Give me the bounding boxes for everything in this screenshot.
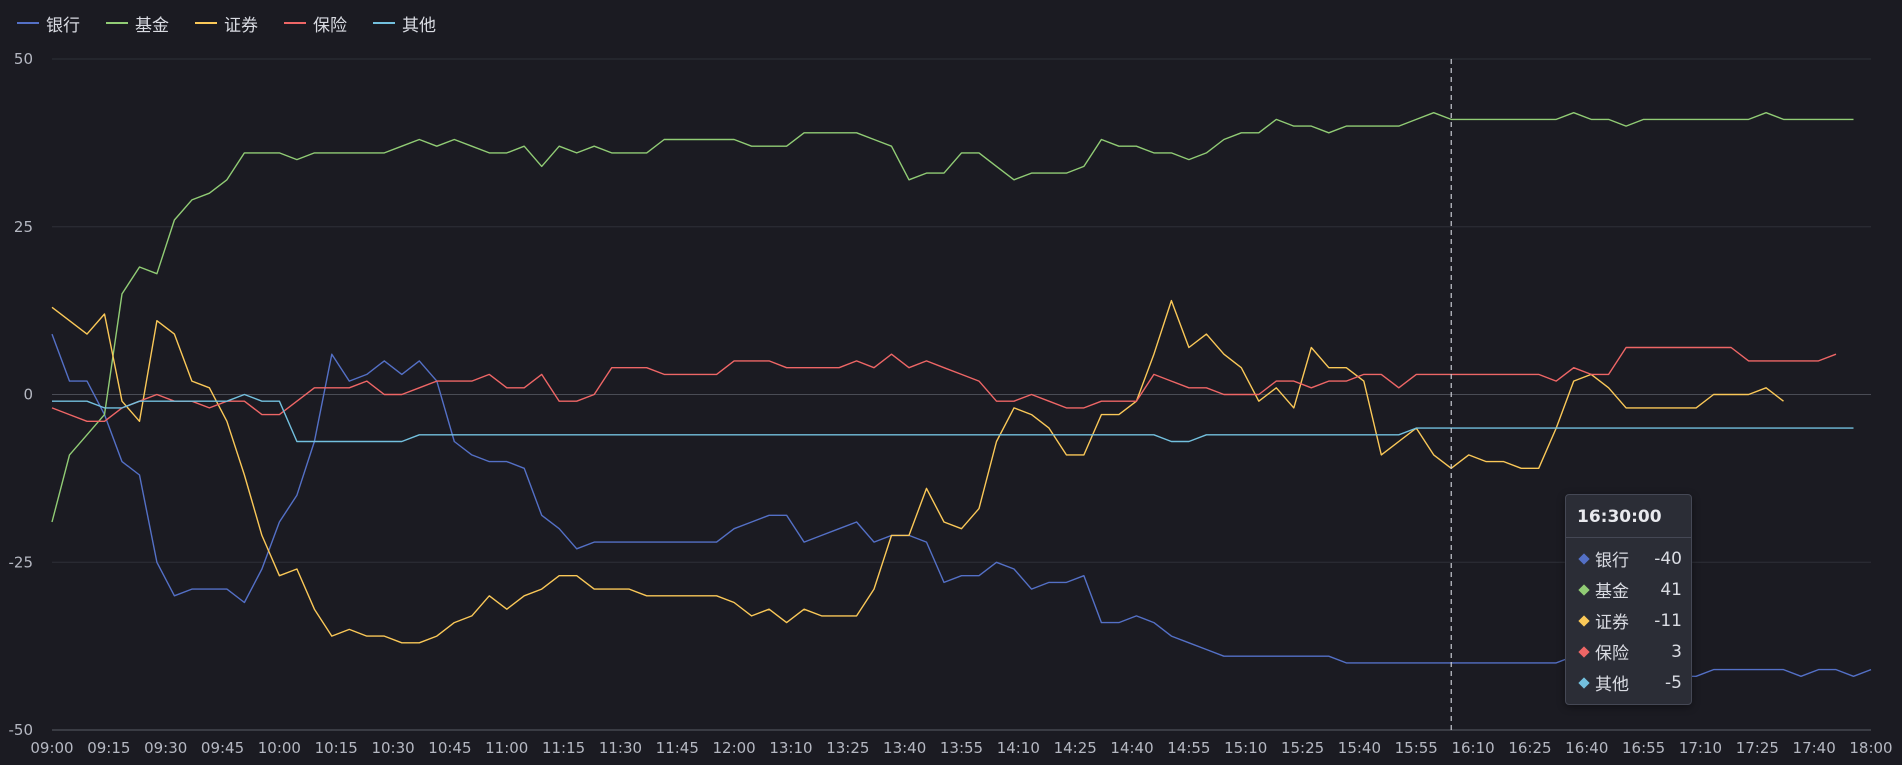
legend-item-fund[interactable]: 基金 xyxy=(106,11,169,36)
tooltip-name-fund: 基金 xyxy=(1595,582,1629,602)
series-line-fund xyxy=(51,111,1854,523)
legend-item-securities[interactable]: 证券 xyxy=(195,11,258,36)
tooltip-name-bank: 银行 xyxy=(1595,551,1629,571)
legend-label-fund: 基金 xyxy=(135,15,169,36)
x-tick-label: 14:10 xyxy=(997,739,1040,757)
x-tick-label: 18:00 xyxy=(1849,739,1892,757)
legend-label-insurance: 保险 xyxy=(313,15,347,36)
legend-item-insurance[interactable]: 保险 xyxy=(284,11,347,36)
legend-swatch-fund xyxy=(106,22,128,24)
x-tick-label: 13:25 xyxy=(826,739,869,757)
x-tick-label: 12:00 xyxy=(713,739,756,757)
x-tick-label: 14:40 xyxy=(1110,739,1153,757)
tooltip-marker-insurance xyxy=(1578,645,1590,658)
series-line-insurance xyxy=(51,346,1837,422)
tooltip-value-securities: -11 xyxy=(1654,610,1682,631)
x-tick-label: 15:10 xyxy=(1224,739,1267,757)
x-tick-label: 09:30 xyxy=(144,739,187,757)
legend-label-other: 其他 xyxy=(402,15,436,36)
legend-swatch-insurance xyxy=(284,22,306,24)
series-line-securities xyxy=(51,299,1784,644)
y-tick-label: -25 xyxy=(9,553,34,571)
x-tick-label: 15:25 xyxy=(1281,739,1324,757)
tooltip: 16:30:00 银行 -40 基金 41 证券 -11 保险 3 其他 -5 xyxy=(1565,494,1692,705)
x-tick-label: 15:40 xyxy=(1338,739,1381,757)
y-tick-label: -50 xyxy=(9,721,34,739)
x-tick-label: 09:00 xyxy=(30,739,73,757)
tooltip-marker-bank xyxy=(1578,552,1590,565)
tooltip-value-fund: 41 xyxy=(1660,579,1682,600)
tooltip-name-insurance: 保险 xyxy=(1595,644,1629,664)
x-tick-label: 11:00 xyxy=(485,739,528,757)
x-tick-label: 10:30 xyxy=(371,739,414,757)
tooltip-value-bank: -40 xyxy=(1654,548,1682,569)
tooltip-marker-securities xyxy=(1578,614,1590,627)
x-tick-label: 11:45 xyxy=(656,739,699,757)
legend-swatch-bank xyxy=(17,22,39,24)
legend: 银行 基金 证券 保险 其他 xyxy=(17,10,436,36)
x-tick-label: 13:10 xyxy=(769,739,812,757)
x-tick-label: 17:25 xyxy=(1736,739,1779,757)
legend-item-bank[interactable]: 银行 xyxy=(17,11,80,36)
x-tick-label: 11:15 xyxy=(542,739,585,757)
tooltip-row-other: 其他 -5 xyxy=(1576,667,1682,698)
y-tick-label: 25 xyxy=(14,218,33,236)
legend-label-bank: 银行 xyxy=(46,15,80,36)
legend-item-other[interactable]: 其他 xyxy=(373,11,436,36)
tooltip-row-securities: 证券 -11 xyxy=(1576,605,1682,636)
x-tick-label: 10:45 xyxy=(428,739,471,757)
x-tick-label: 16:55 xyxy=(1622,739,1665,757)
x-tick-label: 17:40 xyxy=(1793,739,1836,757)
tooltip-title: 16:30:00 xyxy=(1566,495,1691,538)
legend-swatch-other xyxy=(373,22,395,24)
tooltip-rows: 银行 -40 基金 41 证券 -11 保险 3 其他 -5 xyxy=(1566,538,1691,704)
legend-swatch-securities xyxy=(195,22,217,24)
tooltip-name-other: 其他 xyxy=(1595,675,1629,695)
x-tick-label: 13:40 xyxy=(883,739,926,757)
y-tick-label: 50 xyxy=(14,50,33,68)
x-tick-label: 15:55 xyxy=(1395,739,1438,757)
x-tick-label: 10:15 xyxy=(315,739,358,757)
x-tick-label: 14:55 xyxy=(1167,739,1210,757)
tooltip-row-insurance: 保险 3 xyxy=(1576,636,1682,667)
y-tick-label: 0 xyxy=(23,386,33,404)
x-tick-label: 16:25 xyxy=(1508,739,1551,757)
tooltip-marker-fund xyxy=(1578,583,1590,596)
tooltip-value-other: -5 xyxy=(1665,672,1682,693)
x-tick-label: 09:15 xyxy=(87,739,130,757)
x-tick-label: 09:45 xyxy=(201,739,244,757)
tooltip-marker-other xyxy=(1578,676,1590,689)
tooltip-name-securities: 证券 xyxy=(1595,613,1629,633)
x-tick-label: 11:30 xyxy=(599,739,642,757)
x-tick-label: 13:55 xyxy=(940,739,983,757)
legend-label-securities: 证券 xyxy=(224,15,258,36)
x-tick-label: 16:10 xyxy=(1451,739,1494,757)
x-tick-label: 14:25 xyxy=(1054,739,1097,757)
tooltip-row-bank: 银行 -40 xyxy=(1576,543,1682,574)
x-tick-label: 10:00 xyxy=(258,739,301,757)
x-tick-label: 16:40 xyxy=(1565,739,1608,757)
tooltip-row-fund: 基金 41 xyxy=(1576,574,1682,605)
series-line-other xyxy=(52,393,1854,443)
x-tick-label: 17:10 xyxy=(1679,739,1722,757)
tooltip-value-insurance: 3 xyxy=(1671,641,1682,662)
